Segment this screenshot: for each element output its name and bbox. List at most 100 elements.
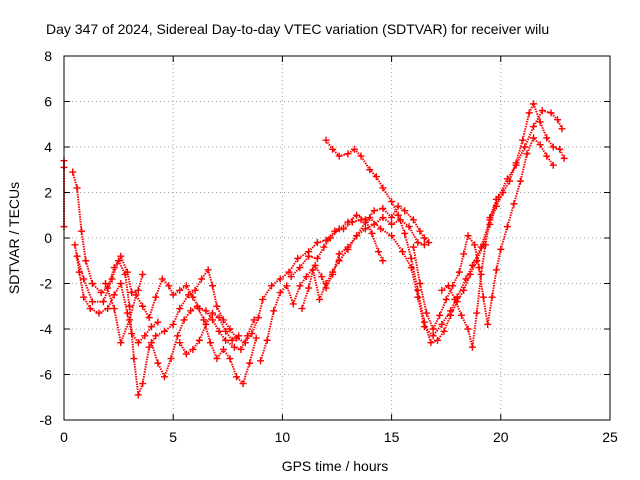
data-point (460, 250, 468, 258)
data-point (270, 307, 278, 315)
data-point (182, 282, 190, 290)
data-point (538, 107, 546, 115)
data-point (226, 325, 234, 333)
data-point (123, 309, 131, 317)
series-trace (71, 171, 144, 294)
data-point (423, 309, 431, 317)
data-point (335, 152, 343, 160)
data-point (368, 229, 376, 237)
data-point (160, 327, 168, 335)
series-trace (259, 216, 425, 362)
data-point (254, 314, 262, 322)
data-point (259, 295, 267, 303)
data-point (209, 316, 217, 324)
data-point (309, 266, 317, 274)
data-point (152, 332, 160, 340)
data-point (460, 286, 468, 294)
data-point (230, 343, 238, 351)
data-point (361, 218, 369, 226)
data-point (263, 336, 271, 344)
data-point (429, 332, 437, 340)
data-point (180, 316, 188, 324)
data-point (357, 152, 365, 160)
data-point (379, 257, 387, 265)
data-point (492, 202, 500, 210)
data-point (202, 320, 210, 328)
data-point (379, 184, 387, 192)
x-tick-label: 0 (60, 429, 68, 445)
data-point (215, 327, 223, 335)
data-point (126, 316, 134, 324)
y-axis-label: SDTVAR / TECUs (6, 182, 22, 294)
data-point (438, 286, 446, 294)
data-point (350, 145, 358, 153)
series-track-11 (409, 134, 557, 333)
x-tick-label: 5 (169, 429, 177, 445)
data-point (473, 257, 481, 265)
y-tick-label: 8 (44, 48, 52, 64)
data-point (353, 211, 361, 219)
data-point (516, 177, 524, 185)
data-point (139, 270, 147, 278)
series-track-5 (147, 302, 260, 388)
data-point (486, 214, 494, 222)
data-point (209, 309, 217, 317)
data-point (235, 332, 243, 340)
data-point (296, 282, 304, 290)
data-point (344, 150, 352, 158)
data-point (302, 273, 310, 281)
data-point (139, 380, 147, 388)
data-point (276, 289, 284, 297)
data-point (322, 280, 330, 287)
data-point (388, 198, 396, 206)
data-point (506, 177, 514, 185)
data-point (252, 334, 260, 342)
data-point (176, 339, 184, 347)
data-point (176, 305, 184, 313)
series-track-12 (438, 195, 500, 351)
data-point (97, 289, 105, 297)
data-point (298, 305, 306, 313)
data-point (134, 286, 142, 294)
y-tick-label: 4 (44, 139, 52, 155)
data-point (128, 289, 136, 297)
data-point (77, 227, 85, 235)
data-point (243, 332, 251, 340)
data-point (108, 275, 116, 283)
data-point (189, 293, 197, 301)
data-point (71, 241, 79, 249)
data-point (95, 309, 103, 317)
data-point (416, 280, 424, 287)
y-tick-label: -4 (40, 321, 53, 337)
data-point (126, 302, 134, 310)
axes: 0 5 10 15 20 25 -8 -6 -4 -2 0 2 4 6 8 (40, 48, 618, 445)
data-point (104, 305, 112, 313)
data-point (549, 143, 557, 151)
data-point (388, 214, 396, 222)
data-point (154, 359, 162, 367)
series-track-10 (322, 100, 568, 347)
data-point (195, 336, 203, 344)
data-point (455, 268, 463, 276)
series-trace (441, 198, 498, 348)
data-point (344, 245, 352, 253)
data-point (88, 298, 96, 306)
data-point (99, 298, 107, 306)
data-point (530, 123, 538, 131)
data-point (169, 291, 177, 299)
data-point (311, 261, 319, 269)
data-point (167, 355, 175, 363)
data-point (198, 275, 206, 283)
data-point (200, 316, 208, 324)
x-tick-label: 10 (275, 429, 291, 445)
data-point (86, 305, 94, 313)
data-point (320, 243, 328, 251)
series-track-6 (176, 309, 243, 358)
x-tick-label: 20 (493, 429, 509, 445)
data-point (158, 275, 166, 283)
data-point (379, 214, 387, 222)
data-point (414, 286, 422, 294)
data-point (473, 309, 481, 317)
data-point (525, 109, 533, 117)
data-point (409, 243, 417, 251)
